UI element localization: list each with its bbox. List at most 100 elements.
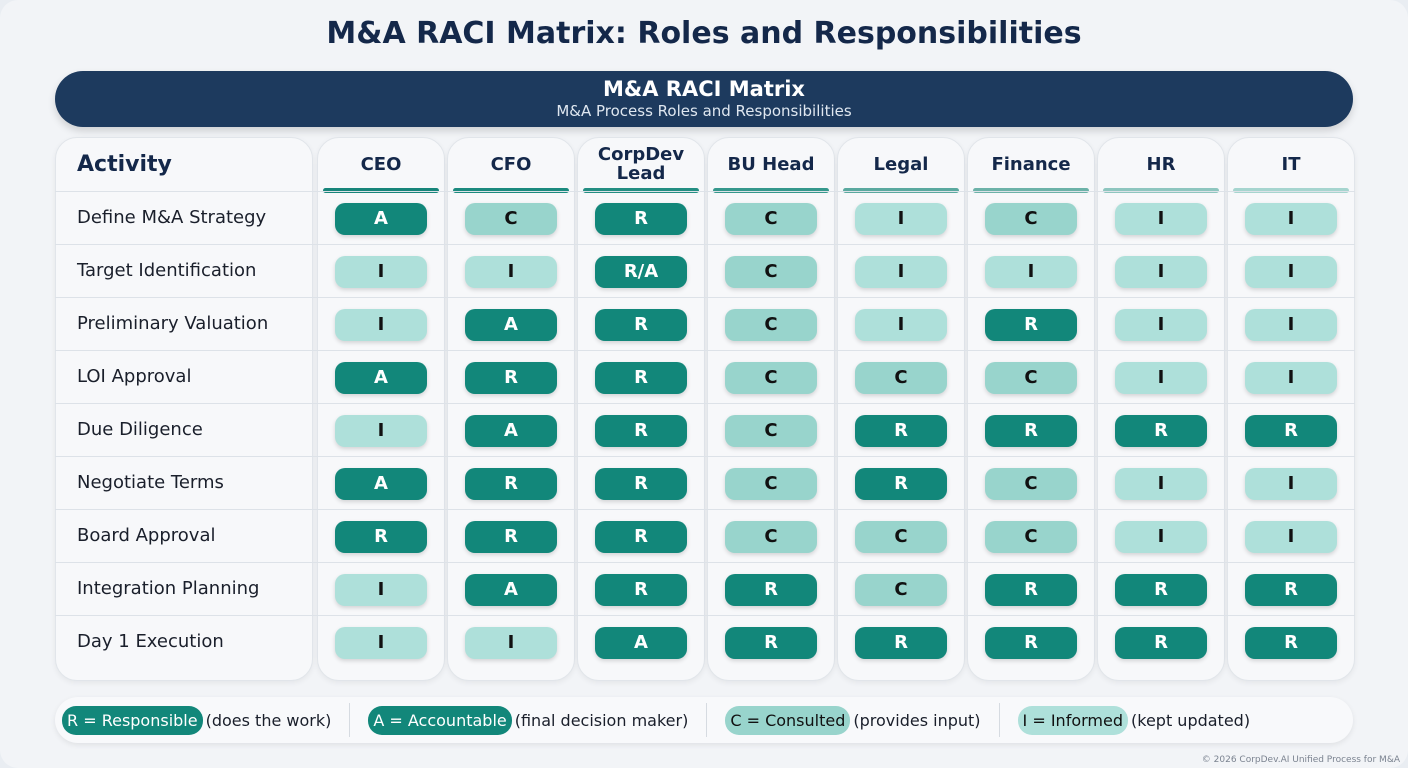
raci-cell-r: R — [595, 202, 687, 235]
legend-key: A = Accountable — [368, 705, 512, 735]
raci-cell-i: I — [1115, 202, 1207, 235]
legend-separator — [706, 703, 708, 737]
activity-label: Integration Planning — [77, 578, 260, 599]
raci-cell-a: A — [595, 626, 687, 659]
raci-cell-r: R — [595, 361, 687, 394]
raci-cell-i: I — [1245, 520, 1337, 553]
raci-cell-c: C — [725, 414, 817, 447]
raci-cell-r: R — [855, 414, 947, 447]
raci-cell-r: R — [595, 520, 687, 553]
raci-cell-c: C — [465, 202, 557, 235]
raci-table: Activity CEO CFO CorpDev Lead BU Head Legal Fi… — [55, 137, 1355, 681]
legend-key: R = Responsible — [62, 705, 203, 735]
activity-label: Target Identification — [77, 260, 257, 281]
legend-item: R = Responsible (does the work) — [62, 705, 332, 735]
activity-label: Negotiate Terms — [77, 472, 224, 493]
raci-cell-a: A — [335, 467, 427, 500]
raci-cell-c: C — [985, 520, 1077, 553]
legend-key: C = Consulted — [725, 705, 851, 735]
row-divider — [55, 350, 1355, 351]
legend-item: A = Accountable (final decision maker) — [368, 705, 688, 735]
raci-cell-i: I — [855, 255, 947, 288]
raci-cell-i: I — [335, 308, 427, 341]
raci-cell-i: I — [1245, 308, 1337, 341]
activity-column — [55, 137, 313, 681]
activity-header: Activity — [77, 151, 172, 177]
raci-cell-i: I — [855, 202, 947, 235]
raci-cell-r: R — [1245, 573, 1337, 606]
raci-cell-r: R — [465, 467, 557, 500]
legend-key: I = Informed — [1017, 705, 1128, 735]
raci-cell-r: R — [985, 414, 1077, 447]
raci-cell-c: C — [855, 573, 947, 606]
raci-cell-a: A — [465, 414, 557, 447]
role-header-underline — [453, 188, 569, 193]
raci-cell-i: I — [335, 573, 427, 606]
raci-cell-r: R — [1245, 414, 1337, 447]
role-header: IT — [1281, 153, 1301, 175]
row-divider — [55, 403, 1355, 404]
raci-cell-i: I — [465, 255, 557, 288]
raci-cell-a: A — [335, 202, 427, 235]
footer-copyright: © 2026 CorpDev.AI Unified Process for M&… — [1201, 755, 1400, 765]
role-header-underline — [1233, 188, 1349, 193]
legend-description: (provides input) — [853, 710, 981, 730]
raci-cell-c: C — [725, 202, 817, 235]
raci-cell-i: I — [335, 255, 427, 288]
row-divider — [55, 615, 1355, 616]
raci-cell-r: R — [595, 414, 687, 447]
legend-item: C = Consulted (provides input) — [725, 705, 981, 735]
row-divider — [55, 244, 1355, 245]
role-header: Finance — [991, 153, 1071, 175]
raci-cell-c: C — [855, 520, 947, 553]
role-header-underline — [583, 188, 699, 193]
raci-cell-r: R — [1115, 573, 1207, 606]
raci-cell-i: I — [1245, 255, 1337, 288]
raci-cell-c: C — [725, 520, 817, 553]
banner-subtitle: M&A Process Roles and Responsibilities — [556, 102, 852, 120]
raci-cell-i: I — [1115, 361, 1207, 394]
activity-label: Define M&A Strategy — [77, 207, 267, 228]
raci-cell-a: A — [465, 573, 557, 606]
role-header-underline — [713, 188, 829, 193]
raci-cell-c: C — [725, 255, 817, 288]
role-header: HR — [1146, 153, 1176, 175]
raci-cell-c: C — [985, 467, 1077, 500]
raci-cell-r: R — [595, 573, 687, 606]
activity-label: Preliminary Valuation — [77, 313, 269, 334]
raci-cell-i: I — [1115, 255, 1207, 288]
activity-label: LOI Approval — [77, 366, 192, 387]
raci-cell-r: R — [335, 520, 427, 553]
raci-cell-c: C — [725, 467, 817, 500]
legend-description: (does the work) — [205, 710, 332, 730]
legend-description: (kept updated) — [1131, 710, 1251, 730]
raci-cell-i: I — [1245, 202, 1337, 235]
raci-cell-r: R — [985, 308, 1077, 341]
raci-cell-c: C — [985, 361, 1077, 394]
page-title: M&A RACI Matrix: Roles and Responsibilit… — [326, 16, 1082, 51]
role-header: CorpDev Lead — [597, 144, 685, 184]
raci-cell-c: C — [725, 308, 817, 341]
raci-cell-r-a: R/A — [595, 255, 687, 288]
row-divider — [55, 191, 1355, 192]
legend-item: I = Informed (kept updated) — [1017, 705, 1251, 735]
raci-cell-i: I — [1115, 308, 1207, 341]
legend: R = Responsible (does the work) A = Accoun… — [55, 697, 1353, 743]
raci-cell-r: R — [1115, 414, 1207, 447]
raci-cell-r: R — [595, 308, 687, 341]
raci-cell-c: C — [725, 361, 817, 394]
raci-cell-i: I — [855, 308, 947, 341]
row-divider — [55, 562, 1355, 563]
activity-label: Day 1 Execution — [77, 631, 224, 652]
raci-cell-r: R — [1115, 626, 1207, 659]
matrix-banner: M&A RACI Matrix M&A Process Roles and Re… — [55, 71, 1353, 127]
raci-cell-r: R — [595, 467, 687, 500]
raci-cell-r: R — [725, 573, 817, 606]
raci-cell-a: A — [335, 361, 427, 394]
activity-label: Board Approval — [77, 525, 216, 546]
raci-cell-i: I — [1115, 467, 1207, 500]
raci-cell-i: I — [985, 255, 1077, 288]
raci-cell-r: R — [985, 573, 1077, 606]
banner-title: M&A RACI Matrix — [603, 77, 805, 101]
